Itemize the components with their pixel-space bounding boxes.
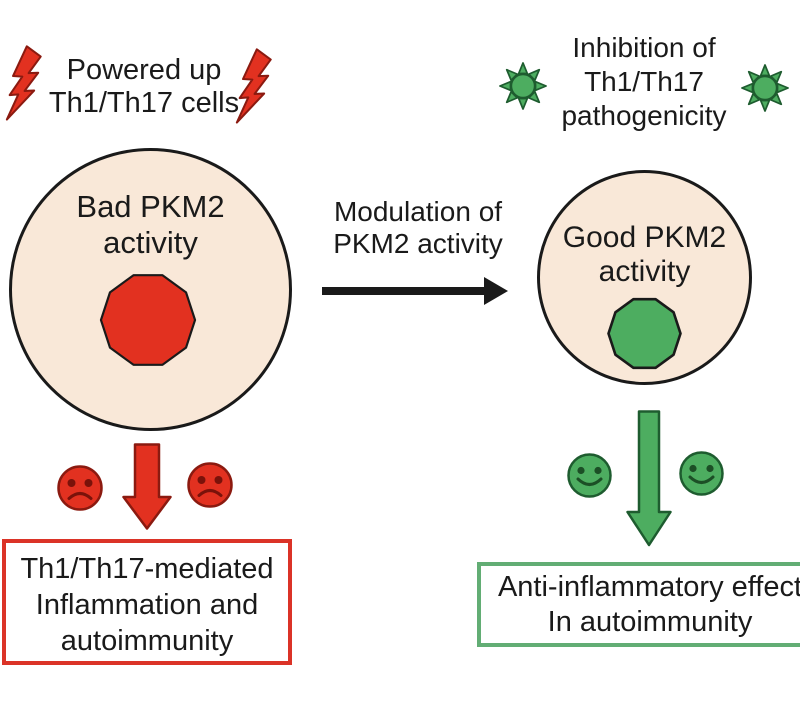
pkm2-enzyme-green-icon: [607, 296, 682, 371]
anti-inflammatory-line1: Anti-inflammatory effect: [497, 571, 800, 603]
inflammation-line2: Inflammation and: [35, 589, 259, 621]
red-down-arrow-icon: [122, 443, 172, 530]
bad-pkm2-cell: Bad PKM2 activity: [9, 148, 292, 431]
inflammation-outcome-box: Th1/Th17-mediated Inflammation and autoi…: [2, 539, 292, 665]
modulation-line2: PKM2 activity: [333, 228, 503, 259]
powered-up-line2: Th1/Th17 cells: [48, 87, 240, 119]
inflammation-line3: autoimmunity: [60, 625, 234, 657]
inhibition-label: Inhibition of Th1/Th17 pathogenicity: [524, 31, 764, 133]
smiley-face-icon: [678, 450, 725, 497]
lightning-bolt-icon: [228, 46, 281, 131]
sad-face-icon: [186, 461, 234, 509]
powered-up-line1: Powered up: [66, 54, 222, 86]
powered-up-label: Powered up Th1/Th17 cells: [24, 54, 264, 120]
anti-inflammatory-outcome-box: Anti-inflammatory effect In autoimmunity: [477, 562, 800, 647]
good-pkm2-label: Good PKM2 activity: [540, 221, 749, 289]
right-arrow-icon: [322, 276, 508, 306]
inhibition-line3: pathogenicity: [561, 100, 727, 131]
sunburst-icon: [499, 62, 547, 110]
anti-inflammatory-line2: In autoimmunity: [547, 606, 753, 638]
good-pkm2-line2: activity: [598, 255, 691, 288]
sad-face-icon: [56, 464, 104, 512]
modulation-label: Modulation of PKM2 activity: [318, 196, 518, 260]
bad-pkm2-line1: Bad PKM2: [76, 189, 225, 224]
inhibition-line1: Inhibition of: [572, 32, 716, 63]
lightning-bolt-icon: [0, 43, 50, 128]
good-pkm2-cell: Good PKM2 activity: [537, 170, 752, 385]
pkm2-enzyme-red-icon: [99, 271, 197, 369]
bad-pkm2-line2: activity: [103, 225, 198, 260]
modulation-line1: Modulation of: [333, 196, 503, 227]
inhibition-line2: Th1/Th17: [584, 66, 704, 97]
sunburst-icon: [741, 64, 789, 112]
inflammation-line1: Th1/Th17-mediated: [20, 553, 274, 585]
smiley-face-icon: [566, 452, 613, 499]
green-down-arrow-icon: [626, 410, 672, 547]
bad-pkm2-label: Bad PKM2 activity: [12, 189, 289, 261]
good-pkm2-line1: Good PKM2: [562, 221, 727, 254]
